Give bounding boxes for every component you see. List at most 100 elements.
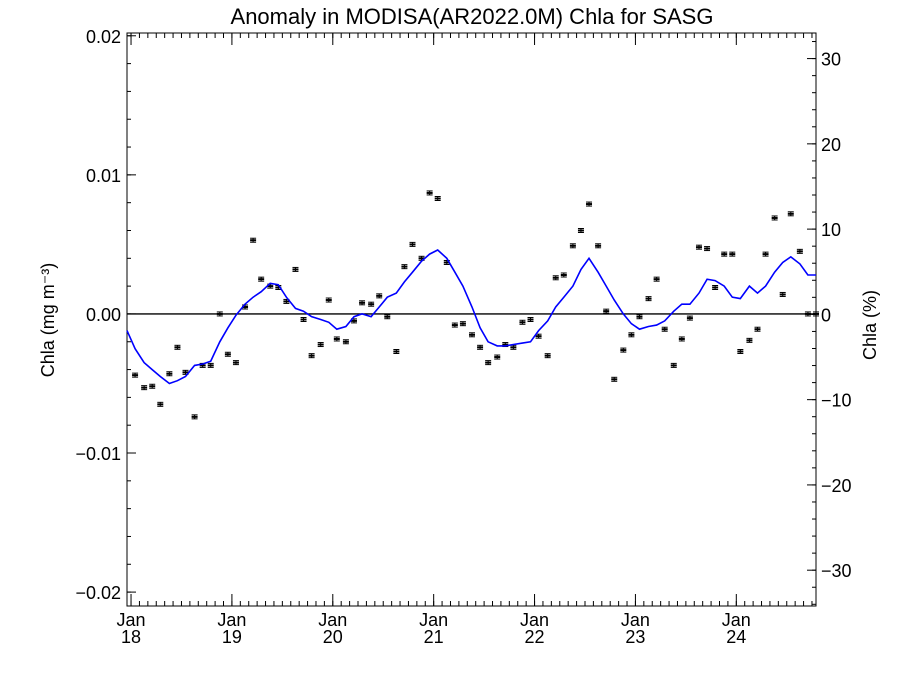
data-point bbox=[250, 237, 257, 243]
data-point bbox=[670, 362, 677, 368]
data-point bbox=[216, 311, 223, 317]
data-point bbox=[645, 296, 652, 302]
x-tick-month-label: Jan bbox=[217, 610, 246, 630]
data-point bbox=[628, 332, 635, 338]
data-point bbox=[317, 342, 324, 348]
data-point bbox=[132, 372, 139, 378]
data-point bbox=[595, 243, 602, 249]
x-tick-month-label: Jan bbox=[318, 610, 347, 630]
data-point bbox=[157, 401, 164, 407]
data-point bbox=[333, 336, 340, 342]
data-point bbox=[149, 383, 156, 389]
x-tick-month-label: Jan bbox=[722, 610, 751, 630]
data-point bbox=[166, 371, 173, 377]
left-tick-label: 0.02 bbox=[86, 27, 121, 47]
left-tick-label: 0.00 bbox=[86, 305, 121, 325]
right-tick-label: −10 bbox=[821, 391, 852, 411]
data-point bbox=[141, 385, 148, 391]
right-tick-label: −20 bbox=[821, 476, 852, 496]
data-point bbox=[695, 244, 702, 250]
left-tick-label: −0.02 bbox=[75, 583, 121, 603]
left-y-axis: −0.02 −0.01 0.00 0.01 0.02 bbox=[75, 27, 136, 603]
data-point bbox=[207, 362, 214, 368]
data-point bbox=[552, 275, 559, 281]
right-y-axis: −30 −20 −10 0 10 20 30 bbox=[807, 41, 852, 605]
data-point bbox=[569, 243, 576, 249]
data-point bbox=[787, 211, 794, 217]
data-point bbox=[434, 196, 441, 202]
data-point bbox=[586, 201, 593, 207]
data-point bbox=[611, 376, 618, 382]
data-point bbox=[560, 272, 567, 278]
x-tick-year-label: 19 bbox=[222, 627, 242, 647]
data-point bbox=[451, 322, 458, 328]
right-tick-label: 0 bbox=[821, 305, 831, 325]
data-point bbox=[762, 251, 769, 257]
data-point bbox=[393, 348, 400, 354]
data-point bbox=[796, 248, 803, 254]
data-point bbox=[737, 348, 744, 354]
data-point bbox=[325, 297, 332, 303]
left-tick-label: −0.01 bbox=[75, 444, 121, 464]
data-point bbox=[258, 276, 265, 282]
data-point bbox=[191, 414, 198, 420]
data-point bbox=[721, 251, 728, 257]
x-tick-month-label: Jan bbox=[621, 610, 650, 630]
data-point bbox=[359, 300, 366, 306]
x-tick-year-label: 21 bbox=[424, 627, 444, 647]
data-point bbox=[477, 344, 484, 350]
data-point bbox=[519, 319, 526, 325]
data-point bbox=[368, 301, 375, 307]
data-point bbox=[603, 308, 610, 314]
x-tick-year-label: 22 bbox=[525, 627, 545, 647]
data-point bbox=[485, 360, 492, 366]
data-point bbox=[779, 291, 786, 297]
data-point bbox=[804, 311, 811, 317]
data-point bbox=[469, 332, 476, 338]
data-point bbox=[494, 354, 501, 360]
plot-area bbox=[126, 32, 817, 607]
y-axis-label-right: Chla (%) bbox=[860, 290, 880, 360]
data-point bbox=[308, 353, 315, 359]
right-tick-label: 30 bbox=[821, 50, 841, 70]
data-point bbox=[712, 285, 719, 291]
data-point bbox=[661, 326, 668, 332]
data-point bbox=[636, 314, 643, 320]
x-tick-year-label: 18 bbox=[121, 627, 141, 647]
x-tick-year-label: 23 bbox=[625, 627, 645, 647]
data-point bbox=[426, 190, 433, 196]
data-point bbox=[232, 360, 239, 366]
data-point bbox=[746, 337, 753, 343]
data-point bbox=[401, 264, 408, 270]
data-point bbox=[653, 276, 660, 282]
right-tick-label: 20 bbox=[821, 135, 841, 155]
x-tick-month-label: Jan bbox=[520, 610, 549, 630]
data-point bbox=[704, 246, 711, 252]
data-point bbox=[771, 215, 778, 221]
data-point bbox=[527, 317, 534, 322]
data-point bbox=[459, 321, 466, 327]
data-point bbox=[678, 336, 685, 342]
data-point bbox=[729, 251, 736, 257]
data-point bbox=[686, 315, 693, 321]
data-point bbox=[813, 311, 819, 317]
data-point bbox=[620, 347, 627, 353]
data-point bbox=[384, 314, 391, 320]
smoothed-line-series bbox=[126, 249, 816, 385]
y-axis-label-left: Chla (mg m⁻³) bbox=[38, 263, 58, 378]
data-point bbox=[292, 266, 299, 272]
data-point bbox=[376, 293, 383, 299]
left-tick-label: 0.01 bbox=[86, 166, 121, 186]
data-point bbox=[510, 344, 517, 350]
data-point bbox=[754, 326, 761, 332]
smoothed-anomaly-line bbox=[126, 249, 816, 385]
data-point bbox=[224, 351, 231, 357]
x-tick-month-label: Jan bbox=[419, 610, 448, 630]
right-tick-label: −30 bbox=[821, 561, 852, 581]
data-point bbox=[174, 344, 181, 350]
anomaly-points-series bbox=[132, 190, 819, 420]
x-tick-month-label: Jan bbox=[117, 610, 146, 630]
chart-title: Anomaly in MODISA(AR2022.0M) Chla for SA… bbox=[231, 4, 714, 29]
